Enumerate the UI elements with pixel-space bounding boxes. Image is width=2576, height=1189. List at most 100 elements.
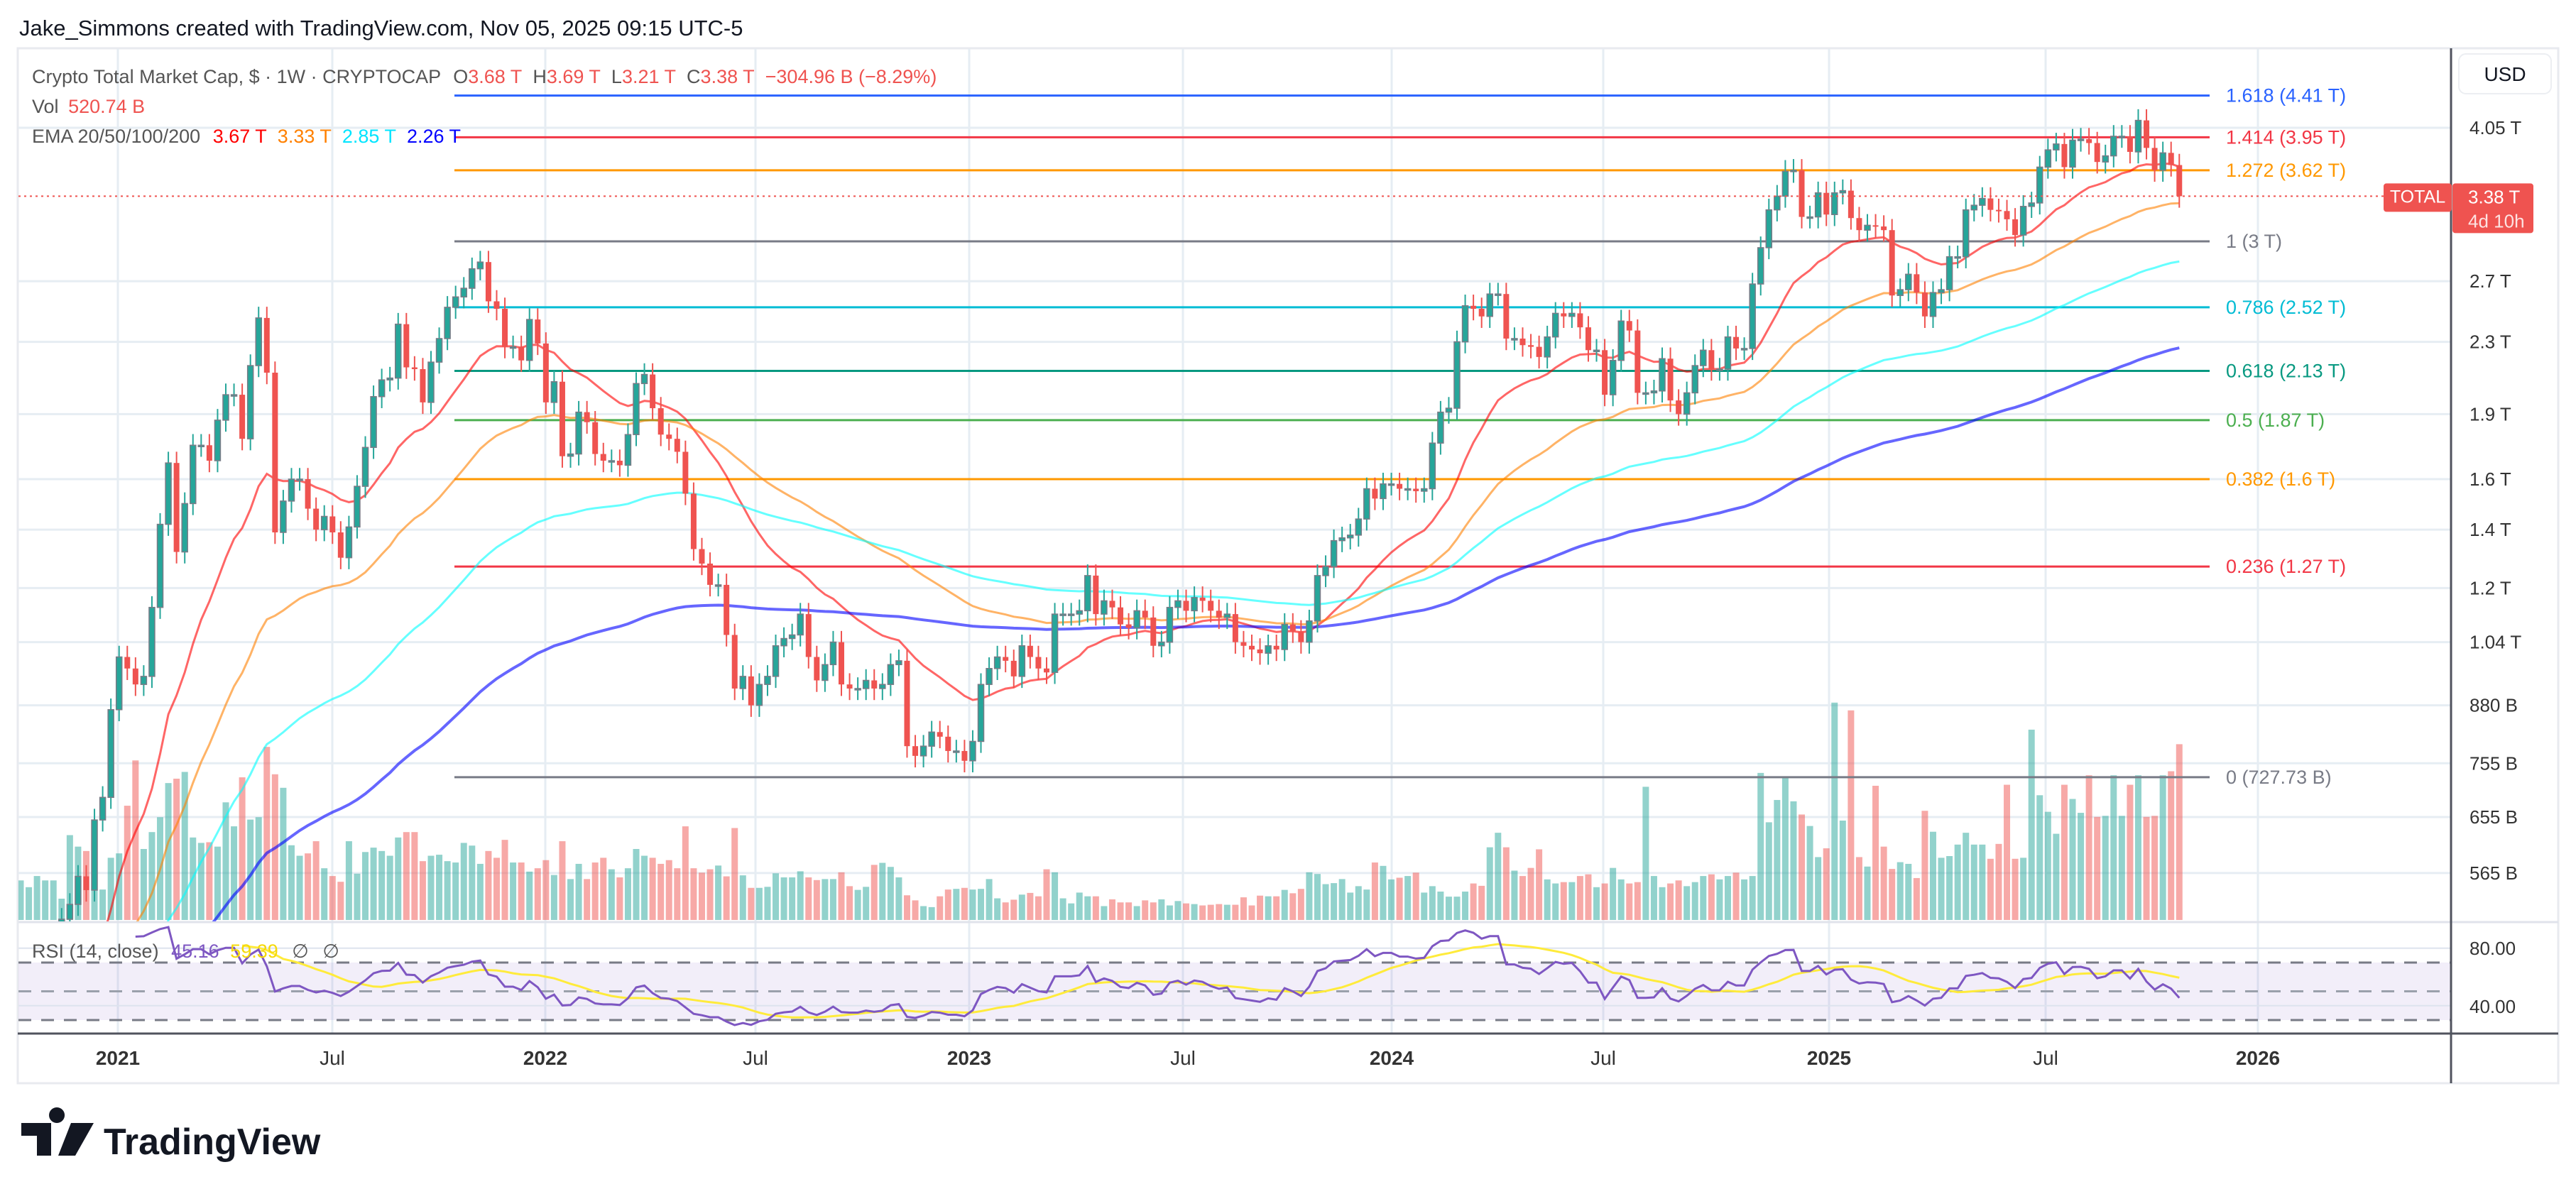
- candle[interactable]: [945, 725, 951, 763]
- candle[interactable]: [822, 653, 829, 692]
- candle[interactable]: [1199, 586, 1206, 613]
- candle[interactable]: [1478, 297, 1485, 328]
- candle[interactable]: [1461, 295, 1469, 354]
- candle[interactable]: [1387, 472, 1395, 495]
- candle[interactable]: [755, 673, 763, 717]
- candle[interactable]: [584, 400, 590, 434]
- candle[interactable]: [1338, 526, 1346, 552]
- candle[interactable]: [1191, 586, 1198, 623]
- candle[interactable]: [2086, 128, 2092, 155]
- candle[interactable]: [829, 630, 837, 676]
- candle[interactable]: [993, 645, 1001, 680]
- candle[interactable]: [928, 720, 935, 758]
- candle[interactable]: [731, 623, 738, 701]
- candle[interactable]: [575, 400, 582, 466]
- candle[interactable]: [1158, 630, 1165, 657]
- candle[interactable]: [255, 307, 262, 378]
- candle[interactable]: [1125, 613, 1132, 640]
- candle[interactable]: [1372, 477, 1378, 510]
- candle[interactable]: [1914, 263, 1920, 305]
- candle[interactable]: [714, 574, 722, 597]
- candle[interactable]: [846, 673, 853, 701]
- candle[interactable]: [280, 490, 287, 544]
- candle[interactable]: [214, 409, 222, 473]
- candle[interactable]: [444, 296, 451, 351]
- candle[interactable]: [1790, 159, 1797, 183]
- candle[interactable]: [197, 434, 205, 457]
- candle[interactable]: [772, 635, 780, 689]
- candle[interactable]: [1118, 596, 1124, 636]
- candle[interactable]: [919, 735, 927, 768]
- volume-legend[interactable]: Vol 520.74 B: [32, 96, 145, 117]
- candle[interactable]: [2159, 141, 2166, 182]
- candle[interactable]: [1453, 330, 1461, 420]
- candle[interactable]: [567, 442, 574, 468]
- candle[interactable]: [493, 290, 500, 321]
- candle[interactable]: [173, 451, 180, 564]
- candle[interactable]: [1544, 325, 1551, 369]
- candle[interactable]: [2004, 199, 2010, 231]
- candle[interactable]: [2012, 208, 2019, 247]
- candle[interactable]: [518, 335, 525, 372]
- candle[interactable]: [1602, 339, 1608, 407]
- candle[interactable]: [904, 650, 910, 758]
- candle[interactable]: [1945, 245, 1953, 302]
- candle[interactable]: [1208, 589, 1214, 623]
- candle[interactable]: [1437, 400, 1444, 455]
- candle[interactable]: [239, 383, 246, 451]
- candle[interactable]: [1823, 181, 1830, 226]
- candle[interactable]: [1650, 380, 1658, 405]
- candle[interactable]: [961, 740, 968, 773]
- candle[interactable]: [1881, 215, 1887, 242]
- candle[interactable]: [2053, 133, 2060, 162]
- candle[interactable]: [1397, 472, 1403, 500]
- candle[interactable]: [1101, 589, 1108, 626]
- candle[interactable]: [1708, 339, 1715, 381]
- symbol-legend[interactable]: Crypto Total Market Cap, $ · 1W · CRYPTO…: [32, 66, 937, 87]
- candle[interactable]: [1298, 620, 1304, 654]
- candle[interactable]: [682, 440, 689, 505]
- candle[interactable]: [1848, 179, 1854, 230]
- candle[interactable]: [854, 677, 861, 701]
- candle[interactable]: [2110, 125, 2117, 168]
- candle[interactable]: [1676, 389, 1682, 426]
- candle[interactable]: [2028, 192, 2035, 219]
- candle[interactable]: [1380, 472, 1387, 510]
- candle[interactable]: [2168, 141, 2174, 177]
- candle[interactable]: [1962, 198, 1970, 268]
- candle[interactable]: [345, 515, 353, 569]
- candle[interactable]: [313, 497, 320, 542]
- candle[interactable]: [1511, 327, 1518, 351]
- candle[interactable]: [592, 410, 599, 466]
- candle[interactable]: [1585, 316, 1591, 362]
- candle[interactable]: [1413, 477, 1419, 503]
- candle[interactable]: [354, 475, 361, 539]
- candle[interactable]: [1216, 599, 1222, 630]
- candle[interactable]: [222, 383, 229, 432]
- candle[interactable]: [485, 251, 491, 313]
- candle[interactable]: [862, 669, 870, 701]
- rsi-legend[interactable]: RSI (14, close) 45.16 59.39 ∅ ∅: [32, 941, 339, 962]
- candle[interactable]: [780, 627, 787, 657]
- candle[interactable]: [2036, 155, 2043, 215]
- candle[interactable]: [1642, 381, 1649, 405]
- candle[interactable]: [1905, 263, 1912, 302]
- candle[interactable]: [525, 308, 533, 372]
- candle[interactable]: [1133, 599, 1140, 640]
- candle[interactable]: [190, 434, 197, 515]
- candle[interactable]: [509, 335, 517, 358]
- candle[interactable]: [107, 698, 114, 809]
- candle[interactable]: [2118, 125, 2126, 148]
- candle[interactable]: [600, 442, 606, 473]
- candle[interactable]: [1486, 283, 1493, 328]
- candle[interactable]: [1593, 339, 1600, 362]
- candle[interactable]: [887, 653, 895, 696]
- candle[interactable]: [420, 358, 426, 415]
- candle[interactable]: [1995, 198, 2002, 223]
- candle[interactable]: [1519, 327, 1526, 357]
- candle[interactable]: [699, 537, 705, 576]
- candle[interactable]: [361, 436, 369, 498]
- candle[interactable]: [2144, 109, 2150, 160]
- candle[interactable]: [624, 423, 632, 477]
- candle[interactable]: [1150, 606, 1157, 657]
